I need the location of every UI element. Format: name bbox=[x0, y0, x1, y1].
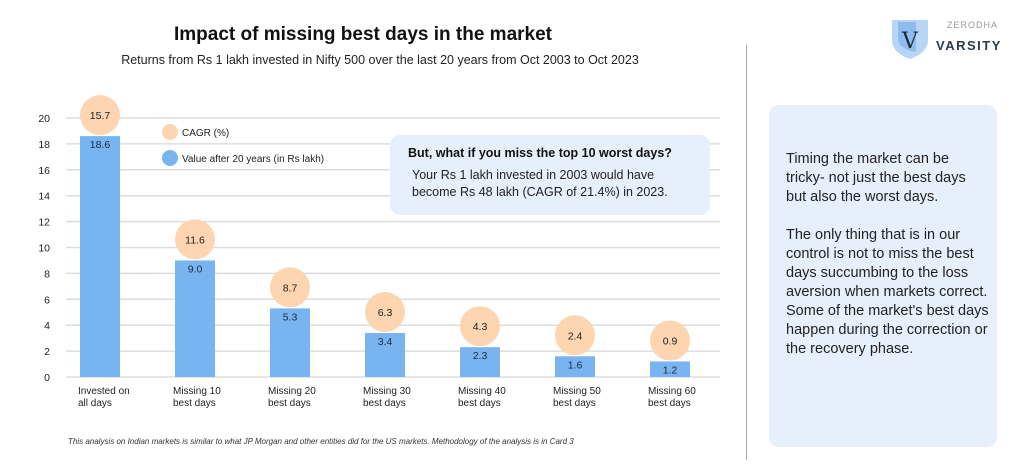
divider bbox=[746, 45, 747, 460]
legend-value-label: Value after 20 years (in Rs lakh) bbox=[182, 154, 324, 165]
side-paragraph-2: The only thing that is in our control is… bbox=[786, 227, 989, 357]
brand-zerodha: ZERODHA bbox=[947, 20, 999, 30]
callout-body: Your Rs 1 lakh invested in 2003 would ha… bbox=[412, 168, 668, 199]
bar-value-label: 1.2 bbox=[663, 364, 678, 376]
cagr-marker bbox=[650, 320, 690, 361]
x-tick-label: Invested on bbox=[78, 386, 130, 397]
bar-value-label: 3.4 bbox=[378, 336, 393, 348]
bar-chart: 0 2 4 6 8 10 12 14 16 18 20 18.6 15.7 Invested onall … bbox=[38, 95, 720, 409]
bar-value-label: 18.6 bbox=[90, 139, 111, 151]
bar-value-label: 1.6 bbox=[568, 359, 583, 371]
x-tick-label: Missing 10 bbox=[173, 386, 221, 397]
cagr-label: 8.7 bbox=[283, 282, 298, 294]
bar bbox=[650, 361, 690, 377]
y-tick-label: 12 bbox=[38, 217, 50, 229]
bar bbox=[175, 260, 215, 377]
legend-value-swatch bbox=[162, 150, 178, 166]
x-tick-label: all days bbox=[78, 398, 112, 409]
side-note: Timing the market can be tricky- not jus… bbox=[769, 105, 997, 447]
cagr-marker bbox=[80, 95, 120, 136]
x-tick-label: Missing 20 bbox=[268, 386, 316, 397]
cagr-label: 2.4 bbox=[568, 330, 583, 342]
bar bbox=[460, 347, 500, 377]
y-tick-label: 20 bbox=[38, 113, 50, 125]
bar bbox=[80, 136, 120, 377]
bar-value-label: 5.3 bbox=[283, 311, 298, 323]
x-tick-label: Missing 50 bbox=[553, 386, 601, 397]
chart-title: Impact of missing best days in the marke… bbox=[174, 24, 552, 45]
cagr-label: 6.3 bbox=[378, 307, 393, 319]
cagr-marker bbox=[270, 267, 310, 308]
legend-cagr-label: CAGR (%) bbox=[182, 128, 229, 139]
y-tick-label: 4 bbox=[44, 320, 50, 332]
x-tick-label: best days bbox=[458, 398, 501, 409]
y-tick-label: 10 bbox=[38, 243, 50, 255]
x-tick-label: best days bbox=[553, 398, 596, 409]
cagr-label: 15.7 bbox=[90, 110, 111, 122]
bar bbox=[365, 332, 405, 377]
y-tick-label: 8 bbox=[44, 268, 50, 280]
x-tick-label: best days bbox=[648, 398, 691, 409]
bar-value-label: 2.3 bbox=[473, 350, 488, 362]
bar bbox=[555, 356, 595, 377]
callout-heading: But, what if you miss the top 10 worst d… bbox=[408, 146, 672, 160]
y-tick-label: 16 bbox=[38, 165, 50, 177]
varsity-shield-logo: V bbox=[892, 20, 928, 59]
cagr-marker bbox=[460, 306, 500, 347]
cagr-label: 4.3 bbox=[473, 321, 488, 333]
callout-box: But, what if you miss the top 10 worst d… bbox=[390, 135, 710, 215]
y-tick-label: 6 bbox=[44, 294, 50, 306]
y-tick-label: 14 bbox=[38, 191, 50, 203]
y-tick-label: 18 bbox=[38, 139, 50, 151]
bar-value-label: 9.0 bbox=[188, 263, 203, 275]
legend-cagr-swatch bbox=[162, 124, 178, 140]
cagr-marker bbox=[555, 315, 595, 356]
cagr-label: 11.6 bbox=[185, 234, 205, 246]
brand-varsity: VARSITY bbox=[936, 38, 1002, 53]
x-tick-label: best days bbox=[173, 398, 216, 409]
x-tick-label: Missing 60 bbox=[648, 386, 696, 397]
svg-text:V: V bbox=[901, 29, 919, 54]
x-tick-label: best days bbox=[363, 398, 406, 409]
footnote: This analysis on Indian markets is simil… bbox=[68, 437, 574, 446]
x-tick-label: best days bbox=[268, 398, 311, 409]
cagr-marker bbox=[365, 291, 405, 332]
cagr-marker bbox=[175, 219, 215, 260]
bar bbox=[270, 308, 310, 377]
y-tick-label: 2 bbox=[44, 346, 50, 358]
chart-subtitle: Returns from Rs 1 lakh invested in Nifty… bbox=[121, 53, 639, 67]
x-tick-label: Missing 30 bbox=[363, 386, 411, 397]
cagr-label: 0.9 bbox=[663, 335, 678, 347]
side-paragraph-1: Timing the market can be tricky- not jus… bbox=[786, 151, 966, 205]
y-tick-label: 0 bbox=[44, 372, 50, 384]
x-tick-label: Missing 40 bbox=[458, 386, 506, 397]
